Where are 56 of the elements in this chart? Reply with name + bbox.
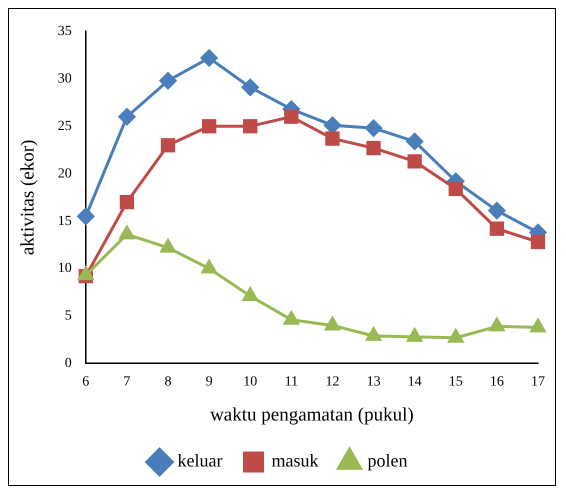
x-tick-label: 17 bbox=[531, 374, 545, 390]
legend-label: polen bbox=[367, 450, 408, 471]
x-tick-label: 13 bbox=[366, 374, 381, 390]
y-tick-label: 10 bbox=[58, 261, 72, 276]
point bbox=[365, 120, 382, 137]
y-tick-label: 30 bbox=[58, 72, 72, 86]
y-tick-label: 20 bbox=[58, 166, 72, 182]
point bbox=[118, 108, 136, 126]
x-tick-label: 8 bbox=[164, 374, 172, 390]
y-tick-label: 35 bbox=[58, 24, 72, 40]
point bbox=[366, 140, 381, 156]
point bbox=[242, 78, 259, 96]
point bbox=[120, 194, 134, 210]
point bbox=[488, 202, 506, 220]
x-tick-label: 14 bbox=[408, 374, 422, 390]
point bbox=[366, 327, 382, 341]
point bbox=[530, 234, 546, 250]
point bbox=[448, 329, 464, 343]
point bbox=[160, 138, 176, 152]
y-tick-label: 5 bbox=[64, 308, 72, 324]
point bbox=[160, 72, 177, 90]
point bbox=[243, 119, 258, 134]
legend-label: masuk bbox=[271, 450, 318, 471]
point bbox=[408, 154, 422, 169]
x-tick-label: 6 bbox=[82, 374, 90, 390]
point bbox=[325, 131, 340, 146]
point bbox=[324, 316, 340, 330]
x-axis-title: waktu pengamatan (pukul) bbox=[210, 404, 414, 426]
x-tick-label: 16 bbox=[490, 374, 504, 390]
x-tick-label: 11 bbox=[284, 374, 298, 390]
point bbox=[490, 222, 504, 236]
y-tick-label: 25 bbox=[58, 118, 72, 134]
point bbox=[530, 318, 546, 332]
legend-label: keluar bbox=[178, 450, 223, 471]
point bbox=[160, 239, 176, 253]
point bbox=[242, 288, 258, 302]
point bbox=[78, 266, 94, 280]
point bbox=[407, 328, 422, 342]
point bbox=[284, 311, 299, 325]
point bbox=[202, 119, 216, 134]
point bbox=[406, 132, 424, 150]
x-tick-label: 15 bbox=[448, 374, 463, 390]
point bbox=[202, 260, 217, 274]
point bbox=[284, 110, 299, 124]
x-tick-label: 7 bbox=[123, 374, 130, 390]
point bbox=[119, 226, 134, 240]
y-tick-label: 15 bbox=[58, 214, 72, 229]
y-tick-label: 0 bbox=[64, 356, 72, 372]
point bbox=[489, 318, 504, 332]
x-tick-label: 12 bbox=[325, 374, 340, 390]
point bbox=[200, 49, 218, 66]
x-tick-label: 9 bbox=[206, 374, 213, 390]
y-axis-title: aktivitas (ekor) bbox=[17, 140, 38, 256]
point bbox=[448, 182, 463, 196]
x-tick-label: 10 bbox=[243, 374, 258, 390]
point bbox=[77, 208, 94, 225]
